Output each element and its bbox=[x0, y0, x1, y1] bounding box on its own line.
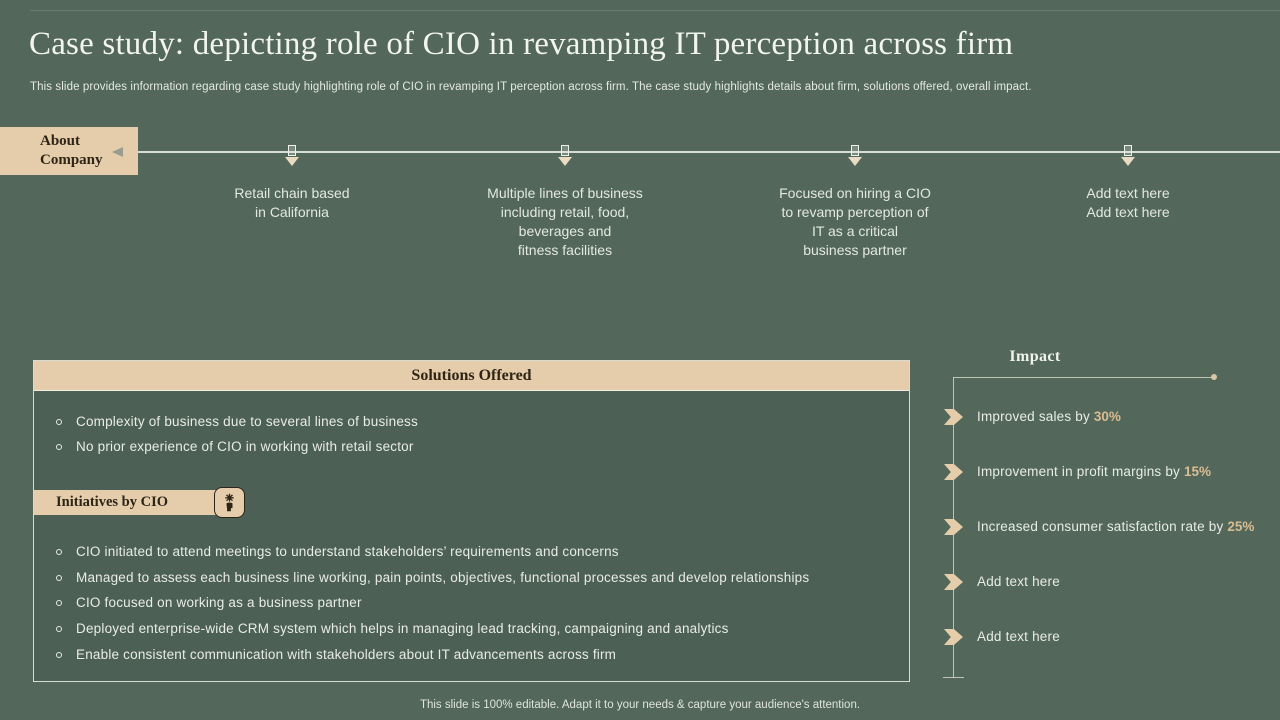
marker-square-icon bbox=[851, 145, 859, 156]
initiatives-bullet-text: Enable consistent communication with sta… bbox=[76, 647, 617, 662]
initiatives-icon-badge bbox=[214, 487, 245, 518]
impact-horizontal-line bbox=[953, 377, 1213, 378]
top-divider bbox=[30, 10, 1280, 11]
initiatives-bullet-item: Managed to assess each business line wor… bbox=[56, 570, 893, 586]
solutions-header-label: Solutions Offered bbox=[411, 366, 532, 384]
arrow-right-icon bbox=[944, 629, 963, 645]
slide-footer-note: This slide is 100% editable. Adapt it to… bbox=[419, 699, 861, 711]
arrow-right-icon bbox=[944, 409, 963, 425]
solutions-header-bar: Solutions Offered bbox=[34, 361, 909, 391]
milestone-text: Retail chain based in California bbox=[234, 185, 350, 220]
impact-item-value: 25% bbox=[1227, 519, 1255, 534]
solutions-bullet-text: No prior experience of CIO in working wi… bbox=[76, 439, 414, 454]
timeline-marker-icon bbox=[557, 145, 573, 166]
impact-item: Increased consumer satisfaction rate by … bbox=[944, 517, 1274, 537]
impact-item-text: Add text here bbox=[977, 629, 1060, 644]
initiatives-bullet-text: CIO initiated to attend meetings to unde… bbox=[76, 544, 619, 559]
impact-item: Improvement in profit margins by 15% bbox=[944, 462, 1274, 482]
bullet-circle-icon bbox=[56, 443, 62, 450]
bullet-circle-icon bbox=[56, 651, 62, 658]
initiatives-header-bar: Initiatives by CIO bbox=[34, 490, 216, 515]
marker-arrow-down-icon bbox=[285, 157, 299, 166]
initiatives-bullet-text: Deployed enterprise-wide CRM system whic… bbox=[76, 621, 729, 636]
head-gear-icon bbox=[225, 493, 234, 512]
solutions-bullet-item: No prior experience of CIO in working wi… bbox=[56, 439, 893, 455]
impact-item: Improved sales by 30% bbox=[944, 407, 1274, 427]
initiatives-bullet-item: Deployed enterprise-wide CRM system whic… bbox=[56, 621, 893, 637]
marker-square-icon bbox=[1124, 145, 1132, 156]
timeline-marker-icon bbox=[1120, 145, 1136, 166]
arrow-right-icon bbox=[944, 519, 963, 535]
impact-item-text: Increased consumer satisfaction rate by bbox=[977, 519, 1228, 534]
initiatives-bullet-item: CIO initiated to attend meetings to unde… bbox=[56, 544, 893, 560]
timeline-marker-icon bbox=[284, 145, 300, 166]
solutions-panel: Solutions Offered Complexity of business… bbox=[33, 360, 910, 682]
impact-item-text: Add text here bbox=[977, 574, 1060, 589]
timeline-marker-icon bbox=[847, 145, 863, 166]
slide-subtitle: This slide provides information regardin… bbox=[30, 81, 1032, 93]
initiatives-bullet-text: CIO focused on working as a business par… bbox=[76, 595, 362, 610]
bullet-circle-icon bbox=[56, 418, 62, 425]
solutions-bullet-text: Complexity of business due to several li… bbox=[76, 414, 418, 429]
solutions-bullet-item: Complexity of business due to several li… bbox=[56, 414, 893, 430]
bullet-circle-icon bbox=[56, 574, 62, 581]
milestone-placeholder-text[interactable]: Add text here Add text here bbox=[1086, 185, 1170, 220]
timeline-left-arrow-icon bbox=[112, 147, 123, 157]
bullet-circle-icon bbox=[56, 548, 62, 555]
milestone-text: Multiple lines of business including ret… bbox=[487, 185, 643, 258]
marker-arrow-down-icon bbox=[1121, 157, 1135, 166]
initiatives-bullet-item: CIO focused on working as a business par… bbox=[56, 595, 893, 611]
about-company-label: About Company bbox=[40, 133, 103, 168]
milestone-text: Focused on hiring a CIO to revamp percep… bbox=[779, 185, 931, 258]
arrow-right-icon bbox=[944, 574, 963, 590]
impact-item-placeholder[interactable]: Add text here bbox=[944, 572, 1274, 592]
impact-line-end-dot-icon bbox=[1211, 374, 1217, 380]
marker-arrow-down-icon bbox=[848, 157, 862, 166]
initiatives-bullet-text: Managed to assess each business line wor… bbox=[76, 570, 810, 585]
impact-line-bottom-tick bbox=[943, 677, 964, 678]
marker-square-icon bbox=[288, 145, 296, 156]
marker-arrow-down-icon bbox=[558, 157, 572, 166]
arrow-right-icon bbox=[944, 464, 963, 480]
marker-square-icon bbox=[561, 145, 569, 156]
initiatives-header-label: Initiatives by CIO bbox=[56, 494, 168, 510]
slide-title: Case study: depicting role of CIO in rev… bbox=[29, 26, 1014, 62]
impact-item-value: 30% bbox=[1093, 409, 1121, 424]
initiatives-bullet-item: Enable consistent communication with sta… bbox=[56, 647, 893, 663]
bullet-circle-icon bbox=[56, 599, 62, 606]
impact-header-label: Impact bbox=[1009, 348, 1061, 365]
impact-item-text: Improvement in profit margins by bbox=[977, 464, 1184, 479]
bullet-circle-icon bbox=[56, 625, 62, 632]
impact-item-text: Improved sales by bbox=[977, 409, 1094, 424]
impact-item-placeholder[interactable]: Add text here bbox=[944, 627, 1274, 647]
timeline-line bbox=[138, 151, 1280, 153]
impact-item-value: 15% bbox=[1183, 464, 1211, 479]
